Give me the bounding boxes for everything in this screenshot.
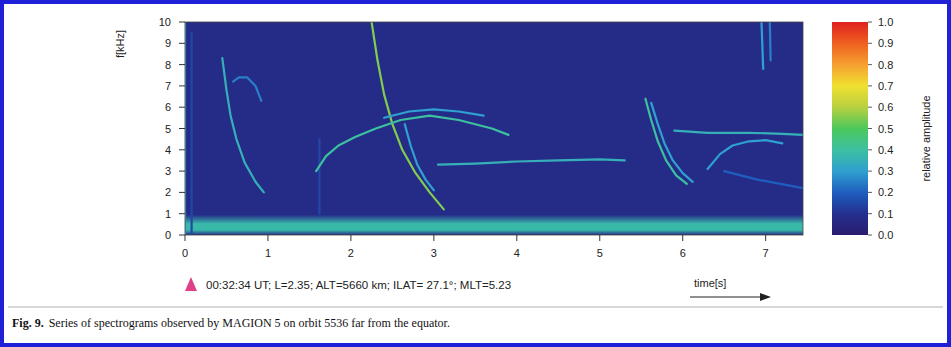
y-tick-label: 4 [165, 144, 171, 156]
trace [191, 33, 193, 235]
y-tick-label: 6 [165, 101, 171, 113]
x-tick [516, 235, 517, 241]
trace [674, 131, 803, 135]
colorbar-tick-label: 0.9 [878, 37, 893, 49]
trace [438, 159, 625, 164]
y-tick [179, 192, 185, 193]
y-tick [179, 213, 185, 214]
x-tick-label: 0 [182, 247, 188, 259]
caption: Fig. 9. Series of spectrograms observed b… [12, 316, 450, 330]
colorbar-tick [868, 22, 872, 23]
colorbar-tick [868, 128, 872, 129]
x-tick-label: 2 [348, 247, 354, 259]
colorbar-tick [868, 149, 872, 150]
x-tick [185, 235, 186, 241]
trace [318, 139, 320, 214]
caption-label: Fig. 9. [12, 316, 44, 330]
trace [651, 103, 693, 182]
figure: 0 1 2 3 4 5 6 7 8 9 10 0 1 2 3 4 5 6 7 f[kHz] 1.0 0.9 0.8 0.7 0.… [0, 0, 951, 347]
trace [384, 109, 484, 118]
trace [405, 124, 434, 190]
y-tick [179, 85, 185, 86]
x-tick [350, 235, 351, 241]
colorbar-tick-label: 0.5 [878, 123, 893, 135]
x-tick [682, 235, 683, 241]
x-tick [267, 235, 268, 241]
colorbar-tick-label: 1.0 [878, 16, 893, 28]
x-tick-label: 6 [680, 247, 686, 259]
colorbar-tick-label: 0.0 [878, 229, 893, 241]
y-tick-label: 9 [165, 37, 171, 49]
marker-triangle [185, 277, 197, 291]
y-tick [179, 64, 185, 65]
x-tick-label: 1 [265, 247, 271, 259]
trace [724, 171, 803, 188]
plot-marks [185, 22, 803, 235]
separator [8, 307, 943, 308]
time-arrow-head [760, 293, 771, 301]
trace [222, 58, 263, 192]
noise-band [185, 215, 803, 235]
colorbar-tick-label: 0.6 [878, 101, 893, 113]
y-tick-label: 1 [165, 208, 171, 220]
colorbar-tick [868, 43, 872, 44]
x-tick [765, 235, 766, 241]
colorbar-tick [868, 213, 872, 214]
colorbar-tick-label: 0.2 [878, 186, 893, 198]
colorbar-tick-label: 0.3 [878, 165, 893, 177]
colorbar-tick [868, 235, 872, 236]
plot-background [185, 22, 803, 235]
colorbar-title: relative amplitude [920, 95, 932, 181]
y-tick [179, 22, 185, 23]
y-tick [179, 235, 185, 236]
page-background [4, 4, 947, 343]
y-tick [179, 128, 185, 129]
y-tick [179, 107, 185, 108]
y-tick [179, 149, 185, 150]
plot-frame [185, 22, 803, 235]
x-tick [599, 235, 600, 241]
time-arrow-line [690, 296, 762, 297]
x-tick-label: 4 [514, 247, 520, 259]
trace [769, 22, 772, 60]
caption-text: Series of spectrograms observed by MAGIO… [49, 316, 450, 330]
trace [233, 77, 261, 100]
colorbar-tick-label: 0.1 [878, 208, 893, 220]
y-tick-label: 0 [165, 229, 171, 241]
y-tick [179, 43, 185, 44]
colorbar-tick [868, 171, 872, 172]
x-tick-label: 5 [597, 247, 603, 259]
y-axis-title: f[kHz] [114, 30, 126, 58]
x-tick [433, 235, 434, 241]
colorbar-tick-label: 0.8 [878, 59, 893, 71]
trace [708, 140, 783, 169]
colorbar-tick [868, 85, 872, 86]
x-tick-label: 3 [431, 247, 437, 259]
y-tick-label: 5 [165, 123, 171, 135]
x-axis-title: time[s] [694, 277, 726, 289]
trace [762, 22, 764, 69]
y-tick-label: 10 [159, 16, 171, 28]
y-tick-label: 3 [165, 165, 171, 177]
colorbar-tick [868, 107, 872, 108]
y-tick-label: 8 [165, 59, 171, 71]
y-tick [179, 171, 185, 172]
outer-border [0, 0, 951, 347]
colorbar-tick-label: 0.4 [878, 144, 893, 156]
y-tick-label: 2 [165, 186, 171, 198]
annotation: 00:32:34 UT; L=2.35; ALT=5660 km; ILAT= … [206, 279, 511, 291]
colorbar-tick-label: 0.7 [878, 80, 893, 92]
y-tick-label: 7 [165, 80, 171, 92]
x-tick-label: 7 [763, 247, 769, 259]
colorbar [832, 22, 868, 235]
colorbar-tick [868, 64, 872, 65]
colorbar-tick [868, 192, 872, 193]
